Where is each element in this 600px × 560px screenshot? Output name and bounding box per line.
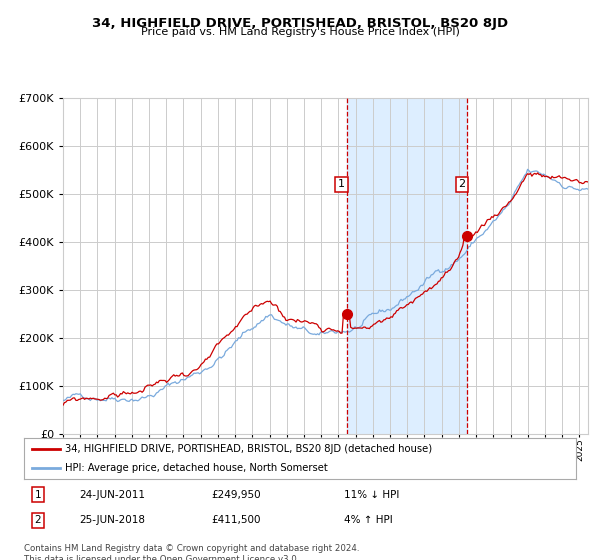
Text: £411,500: £411,500 [212, 515, 261, 525]
Text: 2: 2 [34, 515, 41, 525]
Text: Contains HM Land Registry data © Crown copyright and database right 2024.
This d: Contains HM Land Registry data © Crown c… [24, 544, 359, 560]
Text: 34, HIGHFIELD DRIVE, PORTISHEAD, BRISTOL, BS20 8JD: 34, HIGHFIELD DRIVE, PORTISHEAD, BRISTOL… [92, 17, 508, 30]
Text: 24-JUN-2011: 24-JUN-2011 [79, 489, 145, 500]
Text: 2: 2 [458, 179, 466, 189]
Text: £249,950: £249,950 [212, 489, 262, 500]
Text: 34, HIGHFIELD DRIVE, PORTISHEAD, BRISTOL, BS20 8JD (detached house): 34, HIGHFIELD DRIVE, PORTISHEAD, BRISTOL… [65, 444, 433, 454]
Text: 4% ↑ HPI: 4% ↑ HPI [344, 515, 393, 525]
Bar [347, 98, 467, 434]
Text: 1: 1 [34, 489, 41, 500]
Text: HPI: Average price, detached house, North Somerset: HPI: Average price, detached house, Nort… [65, 463, 328, 473]
Text: Price paid vs. HM Land Registry's House Price Index (HPI): Price paid vs. HM Land Registry's House … [140, 27, 460, 37]
Text: 11% ↓ HPI: 11% ↓ HPI [344, 489, 400, 500]
Text: 25-JUN-2018: 25-JUN-2018 [79, 515, 145, 525]
Text: 1: 1 [338, 179, 345, 189]
